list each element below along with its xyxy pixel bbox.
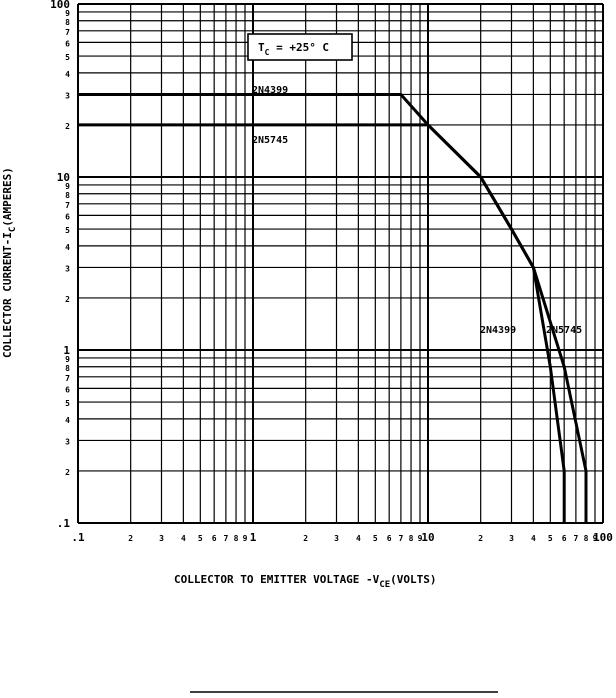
x-tick-label: 7	[573, 534, 578, 543]
y-axis-title-end: (AMPERES)	[1, 167, 14, 227]
x-tick-label: 9	[243, 534, 248, 543]
x-tick-label: 3	[159, 534, 164, 543]
annotation-sub: C	[265, 48, 270, 57]
y-tick-label: 4	[65, 243, 70, 252]
x-tick-label: 6	[562, 534, 567, 543]
annotation-main: T	[258, 41, 265, 54]
x-tick-label: 4	[531, 534, 536, 543]
x-tick-label: 7	[398, 534, 403, 543]
y-tick-label: 6	[65, 385, 70, 394]
temperature-annotation: TC = +25° C	[258, 41, 329, 57]
x-tick-label: 9	[593, 534, 598, 543]
y-tick-label: 8	[65, 191, 70, 200]
y-tick-label: 2	[65, 122, 70, 131]
y-tick-label: 1	[63, 344, 70, 357]
x-axis-title-main: COLLECTOR TO EMITTER VOLTAGE -V	[174, 573, 380, 586]
y-tick-label: 9	[65, 355, 70, 364]
y-tick-label: 8	[65, 364, 70, 373]
series-label-2n4399-top: 2N4399	[252, 85, 288, 96]
y-tick-label: 3	[65, 437, 70, 446]
x-tick-label: 2	[478, 534, 483, 543]
x-tick-label: 5	[198, 534, 203, 543]
y-tick-label: 9	[65, 9, 70, 18]
y-tick-label: 5	[65, 53, 70, 62]
y-tick-label: 4	[65, 416, 70, 425]
annotation-end: = +25° C	[269, 41, 329, 54]
y-tick-label: 5	[65, 226, 70, 235]
x-tick-label: 8	[234, 534, 239, 543]
y-tick-label: 7	[65, 201, 70, 210]
x-tick-label: 4	[181, 534, 186, 543]
x-tick-label: 8	[409, 534, 414, 543]
x-tick-label: 9	[418, 534, 423, 543]
x-axis-title-end: (VOLTS)	[390, 573, 436, 586]
y-tick-label: 7	[65, 28, 70, 37]
series-lines	[78, 93, 588, 523]
x-axis-title-sub: CE	[379, 580, 390, 590]
x-tick-label: 3	[334, 534, 339, 543]
y-tick-label: 2	[65, 468, 70, 477]
annotation-box	[247, 33, 353, 61]
series-label-2n5745-right: 2N5745	[546, 325, 582, 336]
y-tick-label: 3	[65, 264, 70, 273]
series-label-2n4399-right: 2N4399	[480, 325, 516, 336]
tick-labels: .1 2 3 4 5 6 7 8 9 1 2 3 4 5 6 7 8 910 2 3 4 5 6 7 8 9100.1234567…	[50, 0, 613, 544]
y-axis-title-sub: C	[8, 227, 18, 232]
x-tick-label: 10	[421, 531, 434, 544]
grid	[77, 3, 604, 524]
y-tick-label: 6	[65, 39, 70, 48]
series-line-2n4399	[78, 93, 566, 523]
x-tick-label: 100	[593, 531, 613, 544]
x-tick-label: 3	[509, 534, 514, 543]
y-tick-label: .1	[57, 517, 71, 530]
y-tick-label: 7	[65, 374, 70, 383]
series-line-2n5745	[78, 123, 588, 523]
y-tick-label: 6	[65, 212, 70, 221]
x-tick-label: 6	[212, 534, 217, 543]
y-tick-label: 5	[65, 399, 70, 408]
y-tick-label: 8	[65, 18, 70, 27]
y-tick-label: 3	[65, 91, 70, 100]
x-tick-label: 7	[223, 534, 228, 543]
y-axis-title: COLLECTOR CURRENT-IC(AMPERES)	[1, 167, 18, 358]
x-tick-label: 4	[356, 534, 361, 543]
x-tick-label: 2	[303, 534, 308, 543]
y-tick-label: 2	[65, 295, 70, 304]
x-tick-label: 6	[387, 534, 392, 543]
x-axis-title: COLLECTOR TO EMITTER VOLTAGE -VCE(VOLTS)	[174, 573, 437, 590]
x-tick-label: 8	[584, 534, 589, 543]
y-tick-label: 9	[65, 182, 70, 191]
y-tick-label: 10	[57, 171, 70, 184]
x-tick-label: 5	[373, 534, 378, 543]
x-tick-label: .1	[71, 531, 85, 544]
x-tick-label: 2	[128, 534, 133, 543]
y-tick-label: 4	[65, 70, 70, 79]
x-tick-label: 5	[548, 534, 553, 543]
y-tick-label: 100	[50, 0, 70, 11]
series-label-2n5745-top: 2N5745	[252, 135, 288, 146]
y-axis-title-main: COLLECTOR CURRENT-I	[1, 232, 14, 358]
x-tick-label: 1	[250, 531, 257, 544]
